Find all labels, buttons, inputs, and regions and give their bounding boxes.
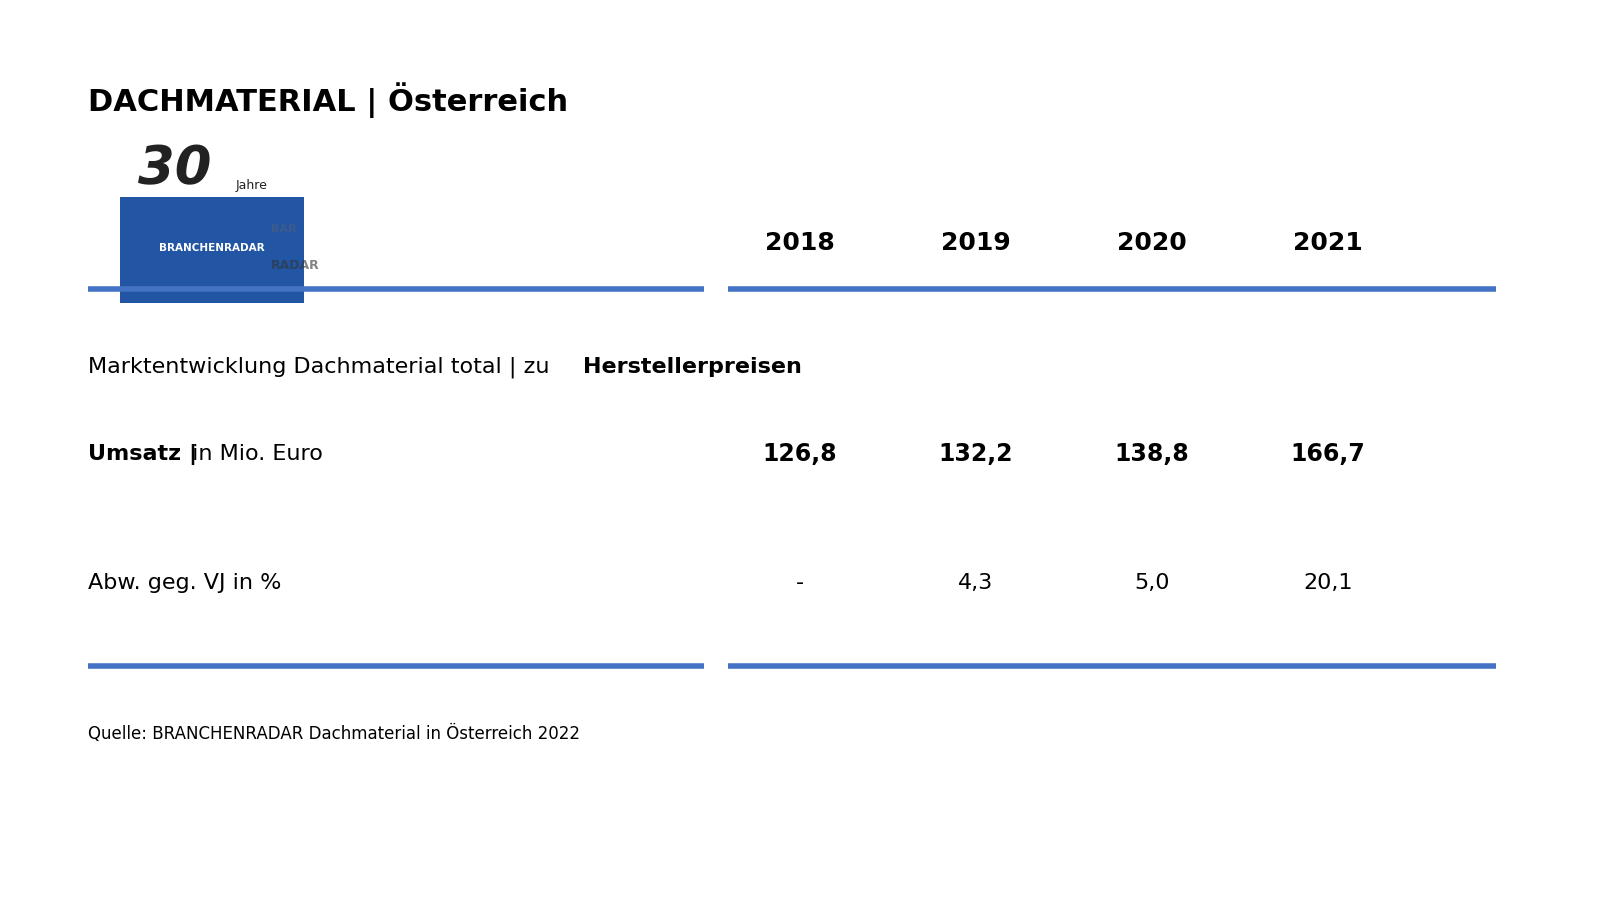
Text: 2020: 2020 — [1117, 231, 1187, 255]
Text: Marktentwicklung Dachmaterial total | zu: Marktentwicklung Dachmaterial total | zu — [88, 356, 557, 378]
Text: 5,0: 5,0 — [1134, 573, 1170, 593]
Text: Jahre: Jahre — [235, 179, 267, 192]
Text: Umsatz |: Umsatz | — [88, 444, 197, 465]
Text: Abw. geg. VJ in %: Abw. geg. VJ in % — [88, 573, 282, 593]
Text: DACHMATERIAL | Österreich: DACHMATERIAL | Österreich — [88, 83, 568, 118]
Text: 126,8: 126,8 — [763, 442, 837, 466]
Text: Herstellerpreisen: Herstellerpreisen — [584, 357, 802, 377]
Text: RADAR: RADAR — [270, 260, 320, 273]
Text: 132,2: 132,2 — [939, 442, 1013, 466]
Text: in Mio. Euro: in Mio. Euro — [184, 444, 323, 465]
Text: 20,1: 20,1 — [1304, 573, 1352, 593]
Text: -: - — [795, 573, 805, 593]
Text: Quelle: BRANCHENRADAR Dachmaterial in Österreich 2022: Quelle: BRANCHENRADAR Dachmaterial in Ös… — [88, 725, 579, 744]
FancyBboxPatch shape — [120, 197, 304, 303]
Text: 2018: 2018 — [765, 231, 835, 255]
Text: 2019: 2019 — [941, 231, 1011, 255]
Text: 4,3: 4,3 — [958, 573, 994, 593]
Text: 138,8: 138,8 — [1115, 442, 1189, 466]
Text: 166,7: 166,7 — [1291, 442, 1365, 466]
Text: BAR: BAR — [270, 224, 296, 234]
Text: BRANCHENRADAR: BRANCHENRADAR — [158, 243, 266, 253]
Text: 30: 30 — [138, 143, 211, 196]
Text: 2021: 2021 — [1293, 231, 1363, 255]
